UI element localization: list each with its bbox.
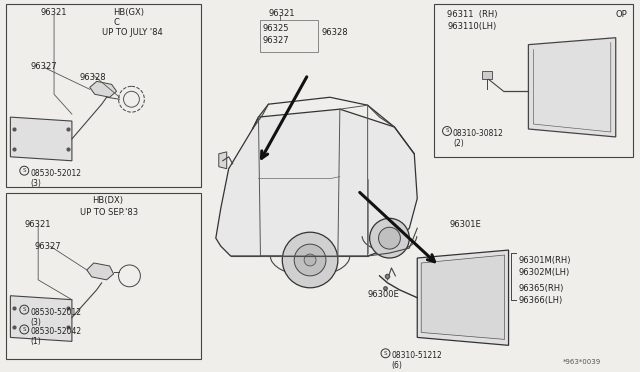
Text: 96328: 96328 [322,28,349,37]
Text: UP TO SEP.'83: UP TO SEP.'83 [80,208,138,217]
Text: 96302M(LH): 96302M(LH) [518,268,570,277]
Text: 963110(LH): 963110(LH) [447,22,496,31]
Text: S: S [22,307,26,312]
Text: 96327: 96327 [30,61,57,71]
Circle shape [304,254,316,266]
Text: 08310-51212: 08310-51212 [392,351,442,360]
Polygon shape [219,152,227,169]
Text: S: S [22,327,26,332]
Polygon shape [421,255,504,339]
Text: 96301E: 96301E [449,220,481,229]
Text: 08530-52042: 08530-52042 [30,327,81,337]
Text: 08310-30812: 08310-30812 [453,129,504,138]
Circle shape [294,244,326,276]
Bar [6,193,201,359]
Text: 96325: 96325 [262,24,289,33]
Text: *963*0039: *963*0039 [563,359,602,365]
Text: S: S [22,168,26,173]
Text: (1): (1) [30,337,41,346]
Circle shape [282,232,338,288]
Text: 96327: 96327 [34,242,61,251]
Bar [434,4,632,157]
Polygon shape [10,296,72,341]
Text: S: S [445,128,449,134]
Text: 96365(RH): 96365(RH) [518,284,564,293]
Text: 96328: 96328 [80,73,106,83]
Text: (3): (3) [30,179,41,187]
Bar [6,4,201,187]
Text: 96321: 96321 [268,9,295,18]
Polygon shape [529,38,616,137]
Text: 96321: 96321 [40,8,67,17]
Text: 96311  (RH): 96311 (RH) [447,10,497,19]
Text: 96321: 96321 [24,220,51,229]
Text: (3): (3) [30,318,41,327]
Text: (6): (6) [392,361,403,370]
Text: (2): (2) [453,139,464,148]
Text: HB(GX): HB(GX) [113,8,145,17]
Bar [260,20,318,52]
Text: 96327: 96327 [262,36,289,45]
Text: 08530-52012: 08530-52012 [30,169,81,178]
Text: UP TO JULY '84: UP TO JULY '84 [102,28,163,37]
Bar [482,71,492,79]
Text: S: S [384,351,387,356]
Polygon shape [417,250,509,345]
Circle shape [370,218,410,258]
Text: C: C [113,18,120,27]
Polygon shape [87,263,113,280]
Text: 08530-52012: 08530-52012 [30,308,81,317]
Circle shape [378,227,401,249]
Polygon shape [10,117,72,161]
Text: 96366(LH): 96366(LH) [518,296,563,305]
Text: OP: OP [616,10,627,19]
Text: 96300E: 96300E [367,290,399,299]
Text: 96301M(RH): 96301M(RH) [518,256,571,265]
Text: HB(DX): HB(DX) [92,196,123,205]
Polygon shape [216,109,417,256]
Polygon shape [90,81,116,97]
